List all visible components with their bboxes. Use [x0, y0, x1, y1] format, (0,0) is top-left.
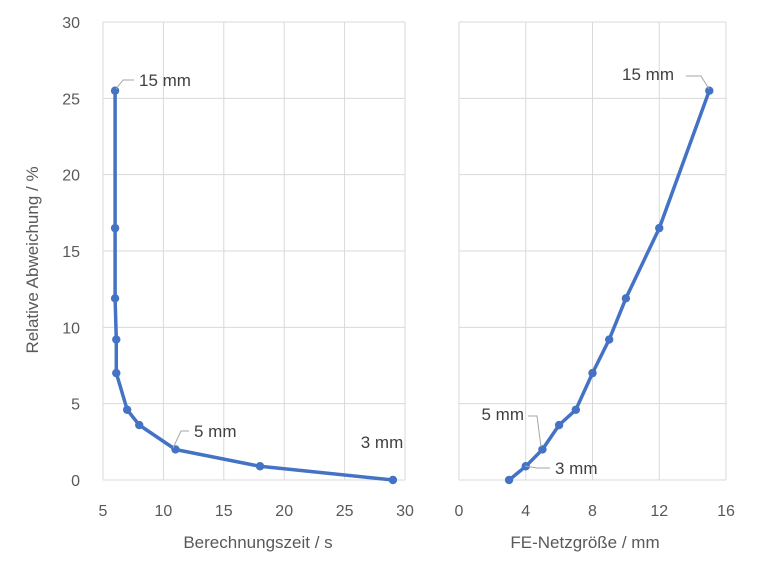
x-tick-label: 12 — [650, 503, 668, 520]
y-tick-label: 25 — [62, 91, 80, 108]
data-point — [110, 223, 120, 233]
annotation-label: 3 mm — [555, 459, 598, 478]
x-axis-title: Berechnungszeit / s — [183, 533, 332, 552]
annotation-label: 5 mm — [482, 405, 525, 424]
data-point — [588, 368, 597, 378]
x-axis-title: FE-Netzgröße / mm — [510, 533, 659, 552]
annotation-label: 3 mm — [361, 433, 404, 452]
y-tick-label: 0 — [71, 473, 80, 490]
y-tick-label: 10 — [62, 320, 80, 337]
annotation-label: 5 mm — [194, 422, 237, 441]
left-chart-panel: 0 5 10 15 20 25 30 5 10 15 20 25 30 Relative Abweichu… — [23, 15, 414, 552]
annotation-label: 15 mm — [139, 71, 191, 90]
annotation-label: 15 mm — [622, 65, 674, 84]
data-point — [655, 223, 664, 233]
series-line — [113, 88, 395, 482]
data-point — [705, 86, 714, 95]
x-tick-label: 4 — [521, 503, 530, 520]
annotation-leader-line — [524, 465, 550, 469]
data-point — [135, 420, 144, 430]
data-point — [388, 475, 398, 485]
data-point — [122, 405, 132, 414]
annotation-leader-line — [528, 415, 542, 448]
y-tick-label: 5 — [71, 397, 80, 414]
x-tick-label: 25 — [336, 503, 354, 520]
data-point — [110, 294, 120, 303]
annotation-leader-line — [115, 79, 134, 90]
data-point — [112, 368, 121, 378]
data-point — [538, 445, 547, 454]
annotation-leader-line — [172, 430, 189, 449]
y-tick-label: 15 — [62, 244, 80, 261]
data-point — [504, 475, 514, 485]
data-point — [604, 335, 614, 344]
x-tick-label: 20 — [275, 503, 293, 520]
y-axis-title: Relative Abweichung / % — [23, 166, 42, 353]
data-point — [112, 335, 121, 344]
data-point — [554, 420, 564, 430]
x-tick-label: 15 — [215, 503, 233, 520]
x-tick-label: 5 — [99, 503, 108, 520]
data-point — [110, 86, 120, 95]
data-point — [171, 445, 180, 454]
x-tick-label: 10 — [155, 503, 173, 520]
x-tick-label: 30 — [396, 503, 414, 520]
y-tick-label: 20 — [62, 168, 80, 185]
y-tick-label: 30 — [62, 15, 80, 32]
series-line — [507, 88, 712, 482]
data-point — [255, 462, 265, 471]
x-tick-label: 16 — [717, 503, 735, 520]
data-point — [621, 294, 631, 303]
data-point — [571, 405, 581, 414]
annotation-leader-line — [686, 75, 710, 90]
x-tick-label: 0 — [455, 503, 464, 520]
right-chart-panel: 0 4 8 12 16 FE-Netzgröße / mm 15 mm 5 mm 3 mm — [455, 21, 735, 552]
x-tick-label: 8 — [588, 503, 597, 520]
